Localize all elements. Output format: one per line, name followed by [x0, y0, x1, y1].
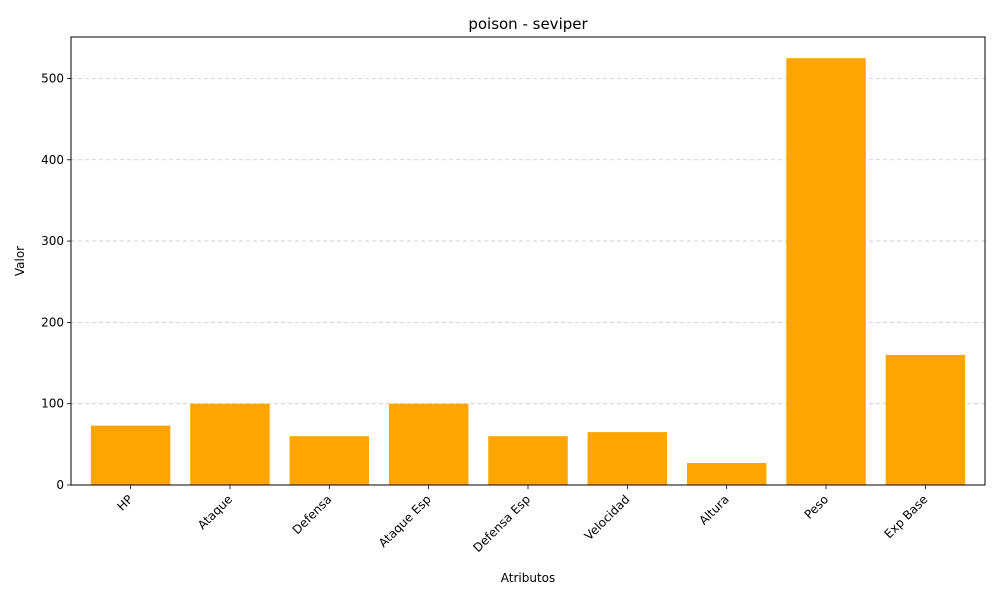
bar: [289, 436, 370, 485]
y-tick-label: 300: [41, 234, 64, 248]
x-tick-label: Defensa: [290, 492, 335, 537]
bar: [190, 403, 270, 485]
bar: [388, 403, 469, 485]
bars: [90, 58, 966, 486]
x-tick-label: Ataque Esp: [376, 492, 434, 550]
x-tick-label: HP: [114, 492, 135, 513]
y-tick-label: 500: [41, 71, 64, 85]
x-tick-label: Peso: [802, 492, 832, 522]
y-tick-label: 100: [41, 397, 64, 411]
x-axis-label: Atributos: [501, 571, 556, 585]
y-axis-label: Valor: [13, 246, 27, 276]
grid-lines: [71, 78, 985, 405]
bar: [686, 463, 767, 485]
bar: [587, 432, 668, 485]
x-tick-label: Velocidad: [582, 492, 633, 543]
bar: [90, 425, 171, 485]
x-tick-label: Ataque: [195, 492, 235, 532]
chart-title: poison - seviper: [468, 15, 588, 33]
x-tick-label: Exp Base: [881, 492, 930, 541]
bar: [488, 436, 568, 485]
x-tick-label: Altura: [696, 492, 731, 527]
bar: [786, 58, 866, 486]
x-tick-label: Defensa Esp: [470, 492, 533, 555]
y-tick-label: 400: [41, 153, 64, 167]
y-tick-label: 0: [56, 478, 64, 492]
y-tick-label: 200: [41, 315, 64, 329]
x-axis-ticks: HP Ataque Defensa Ataque Esp Defensa Esp Velo…: [114, 485, 931, 555]
y-axis-ticks: 0 100 200 300 400 500: [41, 71, 71, 492]
bar: [885, 354, 966, 485]
